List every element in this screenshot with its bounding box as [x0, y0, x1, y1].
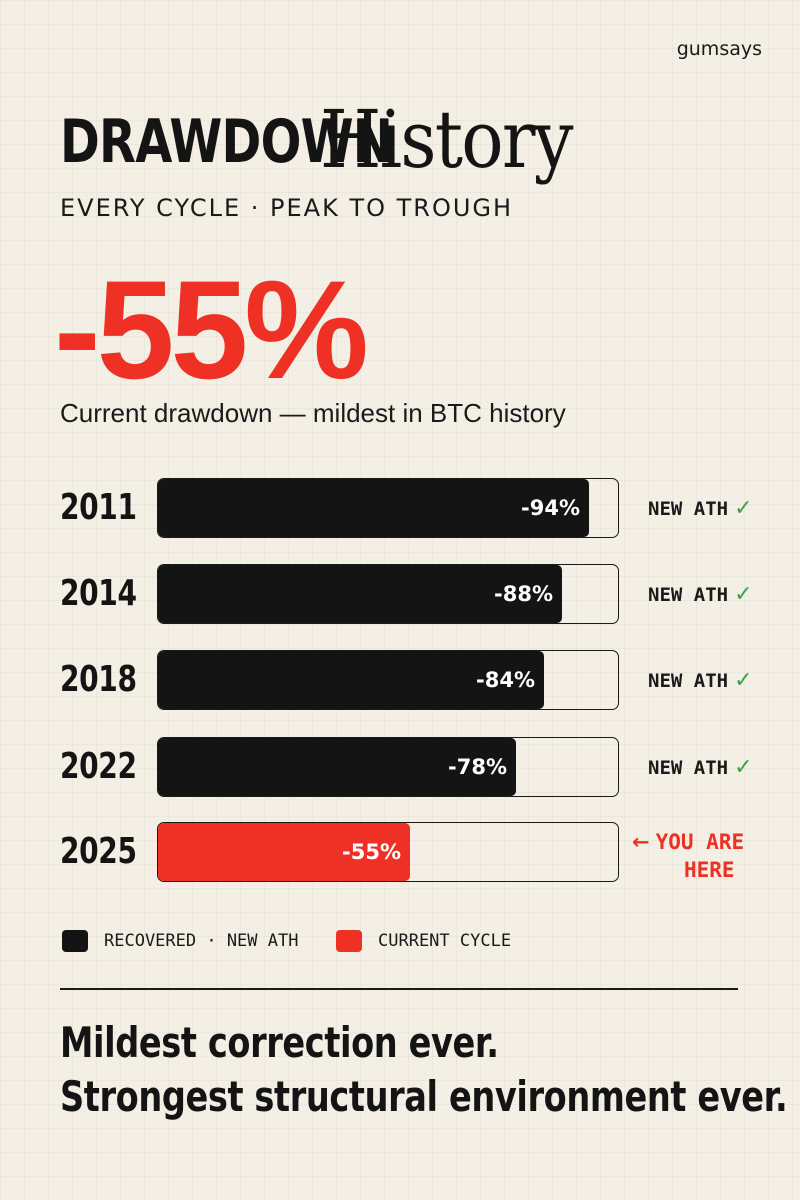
- closing-line1: Mildest correction ever.: [60, 1018, 499, 1067]
- check-icon: ✓: [734, 668, 753, 693]
- brand-label: gumsays: [676, 38, 762, 60]
- bar-current: [158, 823, 410, 881]
- bar-status: NEW ATH ✓: [648, 757, 753, 779]
- legend-swatch-current: [336, 930, 362, 952]
- legend-item-recovered: RECOVERED · NEW ATH: [62, 930, 298, 952]
- bar-status: NEW ATH ✓: [648, 584, 753, 606]
- closing-line2: Strongest structural environment ever.: [60, 1072, 788, 1121]
- legend-label-recovered: RECOVERED · NEW ATH: [104, 931, 299, 951]
- page-subtitle: EVERY CYCLE · PEAK TO TROUGH: [60, 194, 514, 222]
- legend-item-current: CURRENT CYCLE: [336, 930, 511, 952]
- headline-value: -55%: [54, 251, 369, 408]
- bar-status: NEW ATH ✓: [648, 670, 753, 692]
- check-icon: ✓: [734, 496, 753, 521]
- check-icon: ✓: [734, 755, 753, 780]
- bar-year-label: 2014: [60, 573, 137, 614]
- bar-status-label: NEW ATH: [648, 757, 729, 779]
- bar-track: -94%: [157, 478, 619, 538]
- bar-value-label: -84%: [476, 668, 535, 692]
- headline-caption: Current drawdown — mildest in BTC histor…: [60, 398, 566, 428]
- bar-value-label: -55%: [342, 840, 401, 864]
- bar-year-label: 2018: [60, 659, 137, 700]
- title-serif-word: History: [320, 93, 574, 186]
- bar-status-label: NEW ATH: [648, 670, 729, 692]
- page-title: DRAWDOWN History: [60, 96, 606, 186]
- bar-status: NEW ATH ✓: [648, 498, 753, 520]
- arrow-left-icon: ←: [632, 830, 650, 854]
- bar-recovered: [158, 651, 544, 709]
- bar-track: -55%: [157, 822, 619, 882]
- bar-recovered: [158, 738, 516, 796]
- bar-recovered: [158, 565, 562, 623]
- bar-year-label: 2011: [60, 487, 137, 528]
- bar-value-label: -88%: [494, 582, 553, 606]
- bar-value-label: -94%: [521, 496, 580, 520]
- bar-recovered: [158, 479, 589, 537]
- you-are-here-annotation: ← YOU ARE HERE: [632, 828, 744, 884]
- bar-year-label: 2025: [60, 831, 137, 872]
- legend-swatch-recovered: [62, 930, 88, 952]
- check-icon: ✓: [734, 582, 753, 607]
- bar-year-label: 2022: [60, 746, 137, 787]
- bar-track: -88%: [157, 564, 619, 624]
- annotation-line1: YOU ARE: [655, 830, 745, 854]
- title-bold-word: DRAWDOWN: [60, 107, 393, 177]
- bar-status-label: NEW ATH: [648, 498, 729, 520]
- annotation-line2: HERE: [684, 858, 735, 882]
- divider: [60, 988, 738, 990]
- legend-label-current: CURRENT CYCLE: [378, 931, 512, 951]
- bar-track: -78%: [157, 737, 619, 797]
- bar-status-label: NEW ATH: [648, 584, 729, 606]
- bar-value-label: -78%: [448, 755, 507, 779]
- bar-track: -84%: [157, 650, 619, 710]
